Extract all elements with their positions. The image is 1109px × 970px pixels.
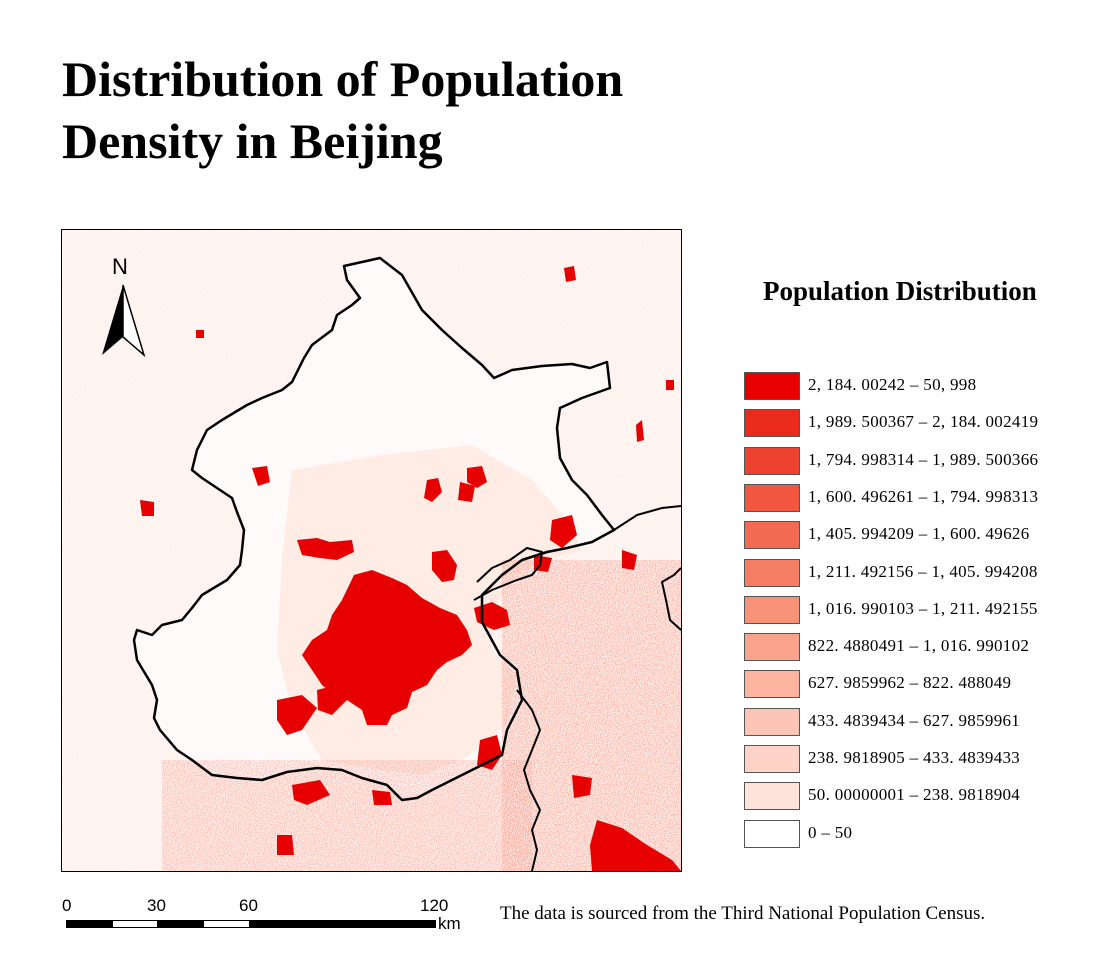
beijing-boundary: [132, 256, 616, 802]
legend-label: 50. 00000001 – 238. 9818904: [808, 785, 1021, 805]
legend-label: 627. 9859962 – 822. 488049: [808, 673, 1012, 693]
legend-label: 433. 4839434 – 627. 9859961: [808, 710, 1021, 730]
legend-item: 238. 9818905 – 433. 4839433: [744, 745, 1104, 773]
legend-item: 1, 600. 496261 – 1, 794. 998313: [744, 483, 1104, 512]
tianjin-boundary-south: [516, 689, 541, 871]
hebei-boundary-east: [613, 505, 681, 531]
satellite-town: [432, 550, 457, 582]
legend-item: 50. 00000001 – 238. 9818904: [744, 782, 1104, 811]
satellite-town: [666, 380, 674, 390]
satellite-town: [277, 695, 317, 735]
scale-segment: [66, 920, 113, 928]
satellite-town: [636, 420, 644, 442]
legend-label: 0 – 50: [808, 822, 853, 842]
scale-bar: 0 30 60 120 km: [62, 896, 482, 946]
scale-segment: [157, 920, 204, 928]
urban-core: [302, 570, 472, 725]
legend-swatch: [744, 707, 800, 736]
scale-segment: [203, 920, 250, 928]
legend-swatch: [744, 409, 800, 438]
map-frame: [61, 229, 682, 872]
hebei-boundary-east2: [661, 567, 681, 631]
legend-swatch: [744, 745, 800, 773]
satellite-town: [277, 835, 294, 855]
satellite-town: [196, 330, 204, 338]
map-title: Distribution of Population Density in Be…: [62, 51, 624, 169]
satellite-town: [590, 820, 681, 871]
legend-item: 1, 211. 492156 – 1, 405. 994208: [744, 558, 1104, 587]
legend-item: 1, 016. 990103 – 1, 211. 492155: [744, 595, 1104, 624]
legend-swatch: [744, 819, 800, 848]
satellite-town: [572, 775, 592, 798]
satellite-town: [564, 266, 576, 282]
legend-label: 238. 9818905 – 433. 4839433: [808, 748, 1021, 767]
legend-item: 1, 794. 998314 – 1, 989. 500366: [744, 446, 1104, 475]
data-source-note: The data is sourced from the Third Natio…: [500, 903, 986, 924]
satellite-town: [292, 780, 330, 805]
legend-label: 1, 405. 994209 – 1, 600. 49626: [808, 524, 1030, 544]
scale-tick: 0: [62, 896, 72, 915]
satellite-town: [550, 515, 577, 548]
legend-swatch: [744, 558, 800, 587]
legend-label: 2, 184. 00242 – 50, 998: [808, 375, 977, 394]
satellite-town: [317, 685, 347, 715]
legend-swatch: [744, 483, 800, 512]
north-arrow-icon: [102, 284, 146, 358]
legend-swatch: [744, 595, 800, 624]
legend-title: Population Distribution: [763, 276, 1037, 306]
legend-item: 822. 4880491 – 1, 016. 990102: [744, 633, 1104, 662]
scale-tick: 30: [147, 896, 166, 915]
satellite-town: [297, 538, 354, 560]
south-density: [162, 760, 532, 871]
legend-swatch: [744, 521, 800, 550]
scale-segment: [112, 920, 158, 928]
legend-item: 1, 989. 500367 – 2, 184. 002419: [744, 409, 1104, 438]
legend-item: 627. 9859962 – 822. 488049: [744, 670, 1104, 699]
legend-swatch: [744, 670, 800, 699]
legend-label: 1, 600. 496261 – 1, 794. 998313: [808, 486, 1039, 506]
legend-swatch: [744, 782, 800, 811]
satellite-town: [140, 500, 154, 516]
satellite-town: [467, 466, 487, 488]
legend-label: 1, 211. 492156 – 1, 405. 994208: [808, 561, 1038, 581]
satellite-town: [622, 550, 637, 570]
legend-swatch: [744, 446, 800, 475]
scale-tick: 120: [420, 896, 449, 915]
north-label: N: [112, 254, 128, 279]
legend-swatch: [744, 372, 800, 400]
legend-label: 1, 989. 500367 – 2, 184. 002419: [808, 412, 1039, 432]
legend-item: 1, 405. 994209 – 1, 600. 49626: [744, 521, 1104, 550]
legend-swatch: [744, 633, 800, 662]
satellite-town: [424, 478, 442, 502]
satellite-town: [252, 466, 270, 486]
scale-unit: km: [438, 914, 461, 933]
legend-item: 0 – 50: [744, 819, 1104, 848]
legend-label: 1, 016. 990103 – 1, 211. 492155: [808, 598, 1038, 618]
legend-label: 1, 794. 998314 – 1, 989. 500366: [808, 449, 1039, 469]
legend-label: 822. 4880491 – 1, 016. 990102: [808, 636, 1030, 656]
satellite-town: [458, 482, 475, 502]
legend-item: 2, 184. 00242 – 50, 998: [744, 372, 1104, 400]
satellite-town: [372, 790, 392, 805]
scale-tick: 60: [239, 896, 258, 915]
map-canvas: [62, 230, 681, 871]
legend-item: 433. 4839434 – 627. 9859961: [744, 707, 1104, 736]
satellite-town: [477, 735, 502, 770]
tianjin-boundary: [473, 547, 543, 601]
scale-segment: [249, 920, 436, 928]
